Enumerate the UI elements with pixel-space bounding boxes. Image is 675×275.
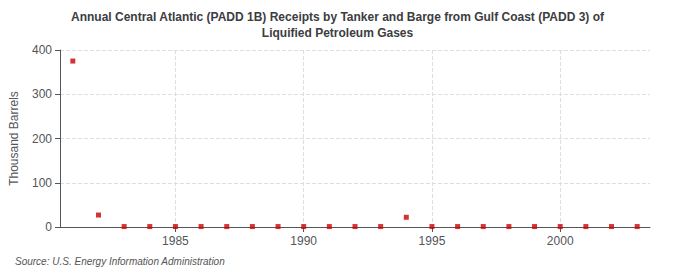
svg-text:1990: 1990 (290, 234, 317, 248)
svg-text:400: 400 (32, 43, 52, 57)
svg-text:300: 300 (32, 87, 52, 101)
svg-text:200: 200 (32, 132, 52, 146)
svg-text:Thousand Barrels: Thousand Barrels (7, 91, 21, 186)
svg-text:100: 100 (32, 176, 52, 190)
svg-text:0: 0 (45, 220, 52, 234)
svg-text:Source: U.S. Energy Informatio: Source: U.S. Energy Information Administ… (15, 256, 225, 267)
svg-text:2000: 2000 (547, 234, 574, 248)
svg-text:Annual Central Atlantic (PADD: Annual Central Atlantic (PADD 1B) Receip… (71, 10, 605, 24)
svg-text:1985: 1985 (162, 234, 189, 248)
svg-text:Liquified Petroleum Gases: Liquified Petroleum Gases (262, 26, 414, 40)
svg-text:1995: 1995 (419, 234, 446, 248)
